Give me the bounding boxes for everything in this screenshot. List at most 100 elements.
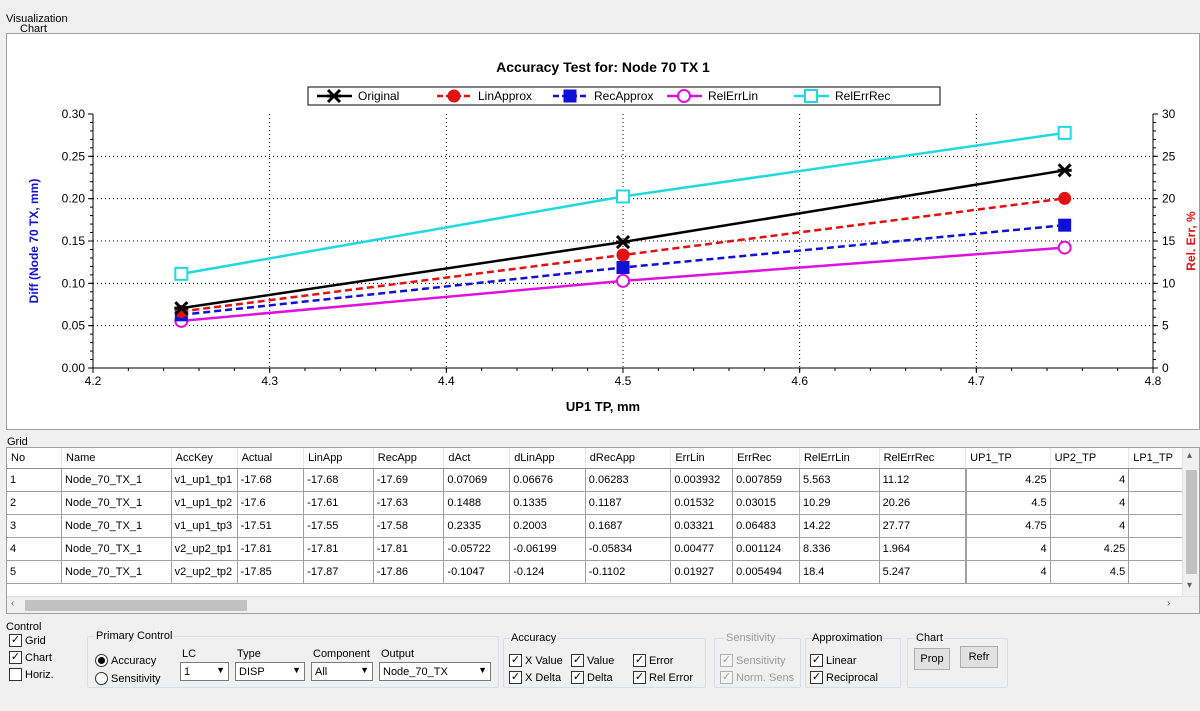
table-cell[interactable]: -17.51 bbox=[236, 513, 305, 538]
table-cell[interactable]: 0.1335 bbox=[509, 490, 586, 515]
table-cell[interactable]: 4 bbox=[1049, 467, 1130, 492]
table-cell[interactable]: 14.22 bbox=[798, 513, 880, 538]
value-checkbox[interactable]: ✓ Value bbox=[571, 654, 614, 667]
table-cell[interactable]: 0.06283 bbox=[584, 467, 672, 492]
table-cell[interactable]: 0.1687 bbox=[584, 513, 672, 538]
table-cell[interactable]: 0.00477 bbox=[670, 536, 734, 561]
table-cell[interactable]: 4 bbox=[7, 536, 63, 561]
table-row[interactable]: 4 Node_70_TX_1 v2_up2_tp1 -17.81 -17.81 -17.8… bbox=[7, 536, 1199, 561]
table-cell[interactable]: 20.26 bbox=[878, 490, 967, 515]
table-cell[interactable]: -17.55 bbox=[303, 513, 374, 538]
accuracy-radio[interactable]: Accuracy bbox=[95, 654, 156, 667]
table-row[interactable]: 3 Node_70_TX_1 v1_up1_tp3 -17.51 -17.55 -17.5… bbox=[7, 513, 1199, 538]
scroll-left-icon[interactable]: ‹ bbox=[11, 598, 15, 609]
table-cell[interactable]: 1.964 bbox=[878, 536, 967, 561]
column-header[interactable]: ErrRec bbox=[732, 448, 800, 469]
vertical-scroll-thumb[interactable] bbox=[1186, 470, 1197, 574]
table-cell[interactable]: 0.007859 bbox=[732, 467, 800, 492]
table-cell[interactable]: 0.1488 bbox=[443, 490, 511, 515]
column-header[interactable]: No bbox=[7, 448, 63, 469]
table-cell[interactable]: -17.61 bbox=[303, 490, 374, 515]
table-cell[interactable]: 0.01927 bbox=[670, 559, 734, 584]
table-row[interactable]: 1 Node_70_TX_1 v1_up1_tp1 -17.68 -17.68 -17.6… bbox=[7, 467, 1199, 492]
table-cell[interactable]: 4.5 bbox=[1049, 559, 1130, 584]
reciprocal-checkbox[interactable]: ✓ Reciprocal bbox=[810, 671, 878, 684]
column-header[interactable]: Actual bbox=[237, 448, 305, 469]
table-cell[interactable]: Node_70_TX_1 bbox=[61, 467, 172, 492]
table-cell[interactable]: -17.85 bbox=[236, 559, 305, 584]
x-delta-checkbox[interactable]: ✓ X Delta bbox=[509, 671, 561, 684]
table-cell[interactable]: 0.005494 bbox=[732, 559, 800, 584]
table-cell[interactable]: 0.07069 bbox=[443, 467, 511, 492]
x-value-checkbox[interactable]: ✓ X Value bbox=[509, 654, 563, 667]
table-cell[interactable]: -0.124 bbox=[509, 559, 586, 584]
output-select[interactable]: Node_70_TX ▼ bbox=[379, 662, 491, 681]
column-header[interactable]: dRecApp bbox=[585, 448, 672, 469]
column-header[interactable]: RelErrLin bbox=[799, 448, 880, 469]
table-cell[interactable]: 8.336 bbox=[798, 536, 880, 561]
table-cell[interactable]: v1_up1_tp1 bbox=[170, 467, 238, 492]
table-cell[interactable]: 11.12 bbox=[878, 467, 967, 492]
table-cell[interactable]: -17.86 bbox=[372, 559, 445, 584]
table-cell[interactable]: -0.1102 bbox=[584, 559, 672, 584]
scroll-right-icon[interactable]: › bbox=[1167, 598, 1171, 609]
table-cell[interactable]: 4 bbox=[964, 536, 1051, 561]
table-cell[interactable]: 2 bbox=[7, 490, 63, 515]
table-cell[interactable]: -17.68 bbox=[236, 467, 305, 492]
error-checkbox[interactable]: ✓ Error bbox=[633, 654, 673, 667]
table-cell[interactable]: -17.63 bbox=[372, 490, 445, 515]
vertical-scrollbar[interactable]: ▴ ▾ bbox=[1182, 448, 1199, 596]
table-cell[interactable]: 3 bbox=[7, 513, 63, 538]
table-cell[interactable]: -17.81 bbox=[236, 536, 305, 561]
table-cell[interactable]: -0.1047 bbox=[443, 559, 511, 584]
table-cell[interactable]: -17.68 bbox=[303, 467, 374, 492]
horiz-checkbox[interactable]: Horiz. bbox=[9, 668, 54, 681]
grid-checkbox[interactable]: ✓ Grid bbox=[9, 634, 46, 647]
table-cell[interactable]: v1_up1_tp2 bbox=[170, 490, 238, 515]
column-header[interactable]: RecApp bbox=[373, 448, 445, 469]
table-cell[interactable]: 0.1187 bbox=[584, 490, 672, 515]
delta-checkbox[interactable]: ✓ Delta bbox=[571, 671, 613, 684]
table-row[interactable]: 2 Node_70_TX_1 v1_up1_tp2 -17.6 -17.61 -17.63… bbox=[7, 490, 1199, 515]
column-header[interactable]: LinApp bbox=[303, 448, 374, 469]
table-cell[interactable]: -17.81 bbox=[303, 536, 374, 561]
column-header[interactable]: dAct bbox=[443, 448, 511, 469]
column-header[interactable]: AccKey bbox=[171, 448, 238, 469]
component-select[interactable]: All ▼ bbox=[311, 662, 373, 681]
table-cell[interactable]: 10.29 bbox=[798, 490, 880, 515]
table-cell[interactable]: -0.06199 bbox=[509, 536, 586, 561]
table-cell[interactable]: 0.03321 bbox=[670, 513, 734, 538]
table-cell[interactable]: 4 bbox=[964, 559, 1051, 584]
linear-checkbox[interactable]: ✓ Linear bbox=[810, 654, 857, 667]
prop-button[interactable]: Prop bbox=[914, 648, 950, 670]
table-cell[interactable]: -17.87 bbox=[303, 559, 374, 584]
table-cell[interactable]: Node_70_TX_1 bbox=[61, 559, 172, 584]
table-cell[interactable]: 0.2335 bbox=[443, 513, 511, 538]
table-cell[interactable]: 0.2003 bbox=[509, 513, 586, 538]
sensitivity-checkbox[interactable]: ✓ Sensitivity bbox=[720, 654, 786, 667]
scroll-down-icon[interactable]: ▾ bbox=[1187, 580, 1193, 591]
chart-checkbox[interactable]: ✓ Chart bbox=[9, 651, 52, 664]
column-header[interactable]: ErrLin bbox=[670, 448, 734, 469]
results-grid[interactable]: No Name AccKey Actual LinApp RecApp dAct dLinAp… bbox=[6, 447, 1200, 614]
table-cell[interactable]: 4.75 bbox=[964, 513, 1051, 538]
table-cell[interactable]: 4 bbox=[1049, 490, 1130, 515]
table-cell[interactable]: Node_70_TX_1 bbox=[61, 490, 172, 515]
horizontal-scrollbar[interactable]: ‹ › bbox=[7, 596, 1199, 613]
table-cell[interactable]: 4.5 bbox=[964, 490, 1051, 515]
norm-sens-checkbox[interactable]: ✓ Norm. Sens bbox=[720, 671, 794, 684]
lc-select[interactable]: 1 ▼ bbox=[180, 662, 229, 681]
table-cell[interactable]: -17.81 bbox=[372, 536, 445, 561]
table-cell[interactable]: 0.003932 bbox=[670, 467, 734, 492]
table-cell[interactable]: 0.06676 bbox=[509, 467, 586, 492]
sensitivity-radio[interactable]: Sensitivity bbox=[95, 672, 161, 685]
table-cell[interactable]: -0.05722 bbox=[443, 536, 511, 561]
table-cell[interactable]: 5 bbox=[7, 559, 63, 584]
table-cell[interactable]: v2_up2_tp1 bbox=[170, 536, 238, 561]
column-header[interactable]: UP1_TP bbox=[965, 448, 1051, 469]
table-cell[interactable]: 18.4 bbox=[798, 559, 880, 584]
horizontal-scroll-thumb[interactable] bbox=[25, 600, 247, 611]
refr-button[interactable]: Refr bbox=[960, 646, 998, 668]
table-cell[interactable]: v1_up1_tp3 bbox=[170, 513, 238, 538]
table-cell[interactable]: 1 bbox=[7, 467, 63, 492]
